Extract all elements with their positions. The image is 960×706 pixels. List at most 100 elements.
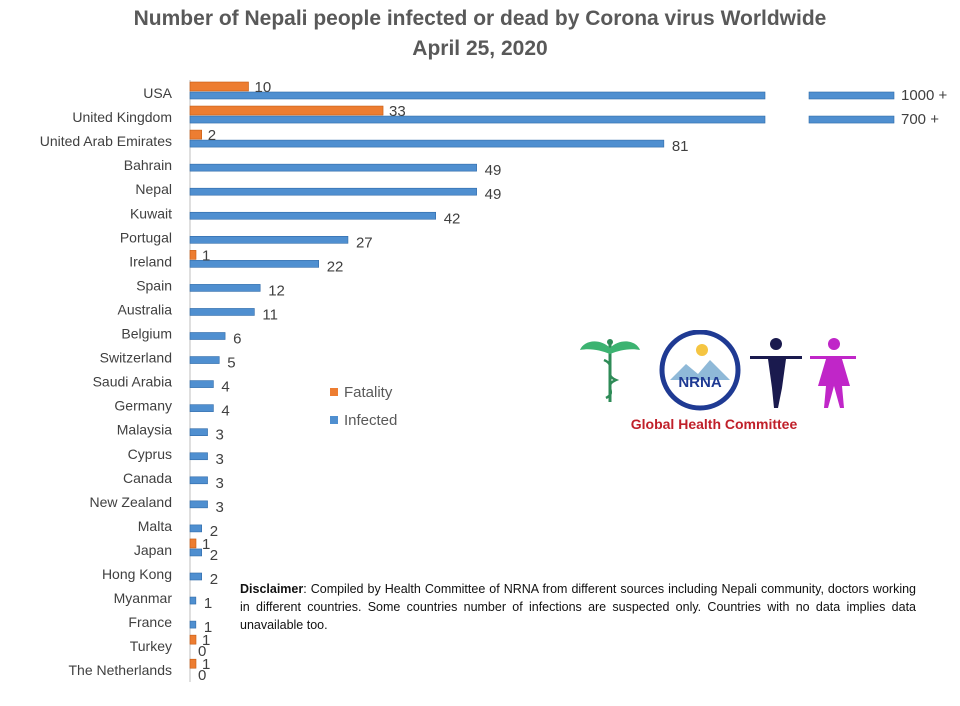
category-label-france: France xyxy=(128,614,172,630)
value-label-infected-usa: 1000 + xyxy=(901,87,948,104)
category-label-ireland: Ireland xyxy=(129,253,172,269)
category-label-belgium: Belgium xyxy=(121,326,172,342)
category-label-turkey: Turkey xyxy=(130,638,172,654)
bar-fatality-ireland xyxy=(189,250,197,260)
logo-caption: Global Health Committee xyxy=(630,416,798,432)
bar-infected-switzerland xyxy=(189,356,220,364)
bar-infected-ireland xyxy=(189,260,319,268)
chart-title: Number of Nepali people infected or dead… xyxy=(133,7,827,30)
bar-fatality-japan xyxy=(189,538,197,549)
value-label-fatality-ireland: 1 xyxy=(202,247,210,264)
category-label-bahrain: Bahrain xyxy=(124,157,172,173)
infected-swatch xyxy=(330,416,338,424)
bar-fatality-turkey xyxy=(189,634,197,645)
category-label-switzerland: Switzerland xyxy=(100,350,172,366)
value-label-infected-ireland: 22 xyxy=(327,258,344,275)
disclaimer-text: : Compiled by Health Committee of NRNA f… xyxy=(240,582,916,632)
value-label-infected-germany: 4 xyxy=(221,403,229,420)
category-label-saudi-arabia: Saudi Arabia xyxy=(93,374,173,390)
category-label-germany: Germany xyxy=(114,398,172,414)
bar-fatality-usa xyxy=(189,81,249,92)
value-label-infected-nepal: 49 xyxy=(485,186,502,203)
value-label-infected-bahrain: 49 xyxy=(485,162,502,179)
bar-infected-usa xyxy=(189,91,766,100)
value-label-fatality-united-arab-emirates: 2 xyxy=(208,127,216,144)
category-label-the-netherlands: The Netherlands xyxy=(68,662,172,678)
female-figure-icon xyxy=(810,338,856,408)
value-label-infected-portugal: 27 xyxy=(356,234,373,251)
bar-fatality-united-arab-emirates xyxy=(189,129,202,140)
legend: Fatality Infected xyxy=(330,378,397,434)
bar-infected-united-arab-emirates xyxy=(189,139,665,148)
male-figure-icon xyxy=(750,338,802,408)
value-label-infected-kuwait: 42 xyxy=(444,210,461,227)
value-label-infected-malta: 2 xyxy=(210,523,218,540)
bar-infected-cyprus xyxy=(189,452,208,461)
value-label-infected-spain: 12 xyxy=(268,282,285,299)
category-label-australia: Australia xyxy=(118,301,173,317)
bar-infected-united-kingdom-continued xyxy=(808,115,895,124)
value-label-infected-malaysia: 3 xyxy=(216,427,224,444)
bar-infected-nepal xyxy=(189,187,477,196)
bar-infected-new-zealand xyxy=(189,500,208,509)
value-label-fatality-usa: 10 xyxy=(255,79,272,96)
disclaimer: Disclaimer: Compiled by Health Committee… xyxy=(240,580,916,634)
bar-fatality-the-netherlands xyxy=(189,658,197,669)
bar-infected-myanmar xyxy=(189,596,197,605)
value-label-infected-switzerland: 5 xyxy=(227,355,235,372)
value-label-infected-japan: 2 xyxy=(210,547,218,564)
bar-infected-france xyxy=(189,620,197,629)
category-label-portugal: Portugal xyxy=(120,229,172,245)
nrna-globe-icon: NRNA xyxy=(659,330,741,411)
bar-infected-united-kingdom xyxy=(189,115,766,124)
legend-item-infected: Infected xyxy=(330,406,397,434)
bar-infected-spain xyxy=(189,284,261,292)
category-label-hong-kong: Hong Kong xyxy=(102,566,172,582)
bar-infected-belgium xyxy=(189,332,226,340)
value-label-fatality-japan: 1 xyxy=(202,536,210,553)
bar-infected-saudi-arabia xyxy=(189,380,214,388)
value-label-infected-the-netherlands: 0 xyxy=(198,667,206,684)
disclaimer-label: Disclaimer xyxy=(240,582,304,596)
category-label-spain: Spain xyxy=(136,277,172,293)
caduceus-icon xyxy=(580,339,640,402)
category-label-myanmar: Myanmar xyxy=(114,590,173,606)
bar-infected-malta xyxy=(189,524,202,533)
value-label-infected-cyprus: 3 xyxy=(216,451,224,468)
nrna-logo: NRNA xyxy=(580,330,856,411)
value-label-infected-turkey: 0 xyxy=(198,643,206,660)
logo-badge-text: NRNA xyxy=(678,374,721,391)
category-label-japan: Japan xyxy=(134,542,172,558)
bar-infected-kuwait xyxy=(189,211,436,220)
value-label-infected-myanmar: 1 xyxy=(204,595,212,612)
category-label-united-kingdom: United Kingdom xyxy=(72,109,172,125)
bar-infected-malaysia xyxy=(189,428,208,437)
value-label-infected-hong-kong: 2 xyxy=(210,571,218,588)
value-label-infected-canada: 3 xyxy=(216,475,224,492)
category-label-cyprus: Cyprus xyxy=(128,446,172,462)
bar-infected-portugal xyxy=(189,236,349,244)
value-label-infected-france: 1 xyxy=(204,619,212,636)
legend-label-infected: Infected xyxy=(344,411,398,429)
category-label-kuwait: Kuwait xyxy=(130,205,172,221)
value-label-fatality-united-kingdom: 33 xyxy=(389,103,406,120)
bar-infected-germany xyxy=(189,404,214,412)
legend-item-fatality: Fatality xyxy=(330,378,397,406)
legend-label-fatality: Fatality xyxy=(344,383,393,401)
value-label-infected-united-arab-emirates: 81 xyxy=(672,138,689,155)
bar-infected-hong-kong xyxy=(189,572,202,581)
value-label-infected-saudi-arabia: 4 xyxy=(221,379,229,396)
value-label-infected-new-zealand: 3 xyxy=(216,499,224,516)
category-label-usa: USA xyxy=(143,85,172,101)
category-label-canada: Canada xyxy=(123,470,172,486)
value-label-fatality-turkey: 1 xyxy=(202,632,210,649)
chart-subtitle: April 25, 2020 xyxy=(412,37,548,60)
bar-infected-australia xyxy=(189,308,255,316)
category-label-nepal: Nepal xyxy=(135,181,172,197)
fatality-swatch xyxy=(330,388,338,396)
bar-infected-canada xyxy=(189,476,208,485)
bar-fatality-united-kingdom xyxy=(189,105,384,116)
bar-infected-japan xyxy=(189,548,202,557)
value-label-infected-australia: 11 xyxy=(262,306,278,323)
